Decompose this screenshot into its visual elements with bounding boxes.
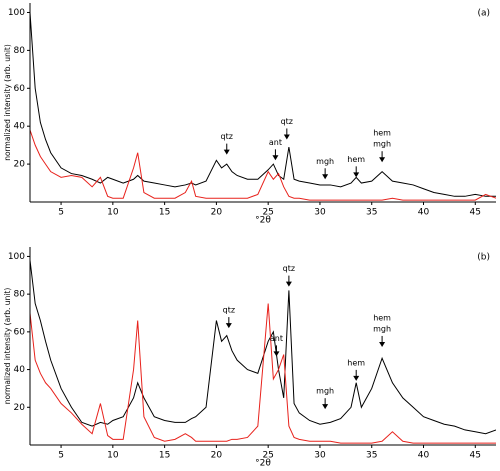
x-tick-label: 45: [470, 208, 481, 218]
annotation-label: qtz: [281, 117, 293, 126]
x-tick-label: 30: [314, 208, 326, 218]
arrow-head: [223, 149, 230, 155]
y-tick-label: 100: [8, 8, 25, 18]
y-tick-label: 80: [14, 290, 26, 300]
x-tick-label: 40: [418, 208, 430, 218]
annotation-label: mgh: [316, 387, 334, 396]
panel-label: (a): [477, 9, 490, 19]
annotation-label: hem: [347, 358, 365, 367]
x-tick-label: 25: [262, 451, 273, 461]
annotation-label: hem: [373, 313, 391, 322]
arrow-head: [353, 375, 360, 381]
arrow-head: [379, 157, 386, 163]
x-tick-label: 25: [262, 208, 273, 218]
annotation-label: ant: [269, 138, 282, 147]
arrow-head: [353, 172, 360, 178]
annotation-label: hem: [347, 155, 365, 164]
annotation-label: mgh: [373, 140, 391, 149]
y-tick-label: 80: [14, 46, 26, 56]
annotation-label: qtz: [223, 306, 235, 315]
panel-label: (b): [477, 253, 490, 263]
arrow-head: [322, 404, 329, 410]
x-tick-label: 35: [366, 208, 377, 218]
data-line: [30, 303, 496, 444]
y-tick-label: 60: [14, 327, 26, 337]
x-tick-label: 10: [107, 208, 119, 218]
arrow-head: [273, 351, 280, 357]
x-tick-label: 5: [58, 208, 64, 218]
arrow-head: [283, 134, 290, 140]
y-tick-label: 40: [14, 365, 26, 375]
arrow-head: [272, 155, 279, 161]
x-axis-label: °2θ: [255, 459, 271, 469]
data-line: [30, 260, 496, 435]
x-tick-label: 40: [418, 451, 430, 461]
data-line: [30, 12, 496, 197]
annotation-label: mgh: [316, 157, 334, 166]
arrow-head: [285, 281, 292, 287]
y-axis-label: normalized intensity (arb. unit): [3, 44, 12, 161]
x-tick-label: 45: [470, 451, 481, 461]
x-tick-label: 10: [107, 451, 119, 461]
arrow-head: [379, 341, 386, 347]
x-tick-label: 30: [314, 451, 326, 461]
panel: 20 40 60 80 100 5 10 15 20 25 30 35 40 45 °2θ normalize…: [3, 3, 496, 226]
y-tick-label: 20: [14, 160, 26, 170]
y-tick-label: 20: [14, 403, 26, 413]
y-axis-label: normalized intensity (arb. unit): [3, 288, 12, 405]
y-tick-label: 60: [14, 84, 26, 94]
x-tick-label: 5: [58, 451, 64, 461]
panel: 20 40 60 80 100 5 10 15 20 25 30 35 40 45 °2θ normalize…: [3, 247, 496, 469]
annotation-label: qtz: [283, 264, 295, 273]
x-tick-label: 15: [159, 208, 170, 218]
x-axis-label: °2θ: [255, 216, 271, 226]
arrow-head: [225, 323, 232, 329]
annotation-label: hem: [373, 129, 391, 138]
y-tick-label: 40: [14, 122, 26, 132]
annotation-label: ant: [270, 334, 283, 343]
x-tick-label: 20: [211, 451, 223, 461]
x-tick-label: 35: [366, 451, 377, 461]
arrow-head: [322, 174, 329, 180]
y-tick-label: 100: [8, 252, 25, 262]
annotation-label: mgh: [373, 324, 391, 333]
x-tick-label: 20: [211, 208, 223, 218]
data-line: [30, 129, 496, 201]
annotation-label: qtz: [221, 132, 233, 141]
x-tick-label: 15: [159, 451, 170, 461]
